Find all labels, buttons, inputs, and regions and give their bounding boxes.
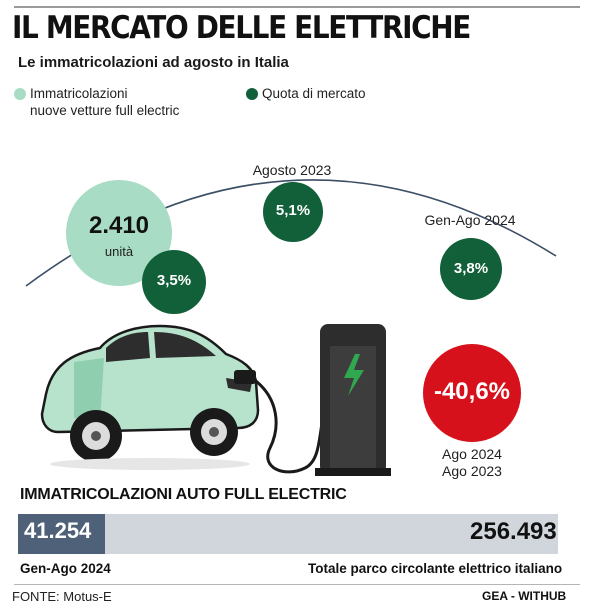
share-gen-ago-2024-value: 3,8% [453, 260, 489, 277]
share-agosto-2023-circle [263, 182, 323, 242]
share-gen-ago-2024-circle [440, 238, 502, 300]
legend-registrations-line1: Immatricolazioni [30, 86, 128, 101]
change-circle [423, 344, 521, 442]
bar-title: IMMATRICOLAZIONI AUTO FULL ELECTRIC [20, 486, 347, 503]
bar-fill [18, 514, 105, 554]
legend-registrations-line2: nuove vetture full electric [30, 103, 180, 118]
source-text: FONTE: Motus-E [12, 589, 112, 604]
period-agosto-2023: Agosto 2023 [252, 162, 332, 178]
legend-registrations: Immatricolazioni nuove vetture full elec… [30, 85, 179, 119]
share-current-value: 3,5% [156, 272, 192, 289]
infographic-title: IL MERCATO DELLE ELETTRICHE [12, 10, 471, 46]
share-current-circle [142, 250, 206, 314]
charging-plug [234, 370, 256, 384]
legend-share: Quota di mercato [262, 86, 366, 101]
change-label-line1: Ago 2024 [442, 446, 502, 462]
bar-right-label: Totale parco circolante elettrico italia… [308, 561, 563, 576]
bar-background [18, 514, 558, 554]
electric-car-illustration [40, 324, 391, 476]
top-rule [14, 6, 580, 8]
period-gen-ago-2024: Gen-Ago 2024 [424, 212, 516, 228]
legend-registrations-dot [14, 88, 26, 100]
registrations-value: 2.410 [88, 212, 150, 239]
bar-right-value: 256.493 [470, 518, 557, 545]
bar-left-label: Gen-Ago 2024 [20, 561, 111, 576]
lightning-icon [344, 354, 364, 396]
change-value: -40,6% [433, 378, 511, 405]
change-label: Ago 2024 Ago 2023 [424, 446, 520, 480]
bar-left-value: 41.254 [24, 518, 92, 543]
infographic-subtitle: Le immatricolazioni ad agosto in Italia [18, 54, 289, 71]
credit-text: GEA - WITHUB [482, 589, 567, 603]
share-agosto-2023-value: 5,1% [275, 202, 311, 219]
legend-share-dot [246, 88, 258, 100]
change-label-line2: Ago 2023 [442, 463, 502, 479]
bottom-rule [14, 584, 580, 585]
registrations-unit: unità [104, 244, 134, 259]
